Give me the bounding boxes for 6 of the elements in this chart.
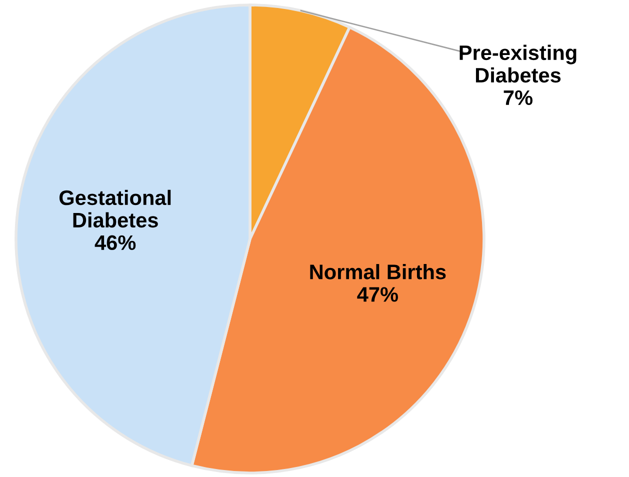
data-label: 47% [357, 287, 398, 302]
data-label: 46% [94, 235, 136, 250]
slice-label: Gestational Diabetes [59, 190, 171, 228]
slice-label: Pre-existing Diabetes [460, 44, 576, 83]
slice-label: Normal Births [310, 264, 446, 280]
data-label: 7% [504, 90, 533, 106]
